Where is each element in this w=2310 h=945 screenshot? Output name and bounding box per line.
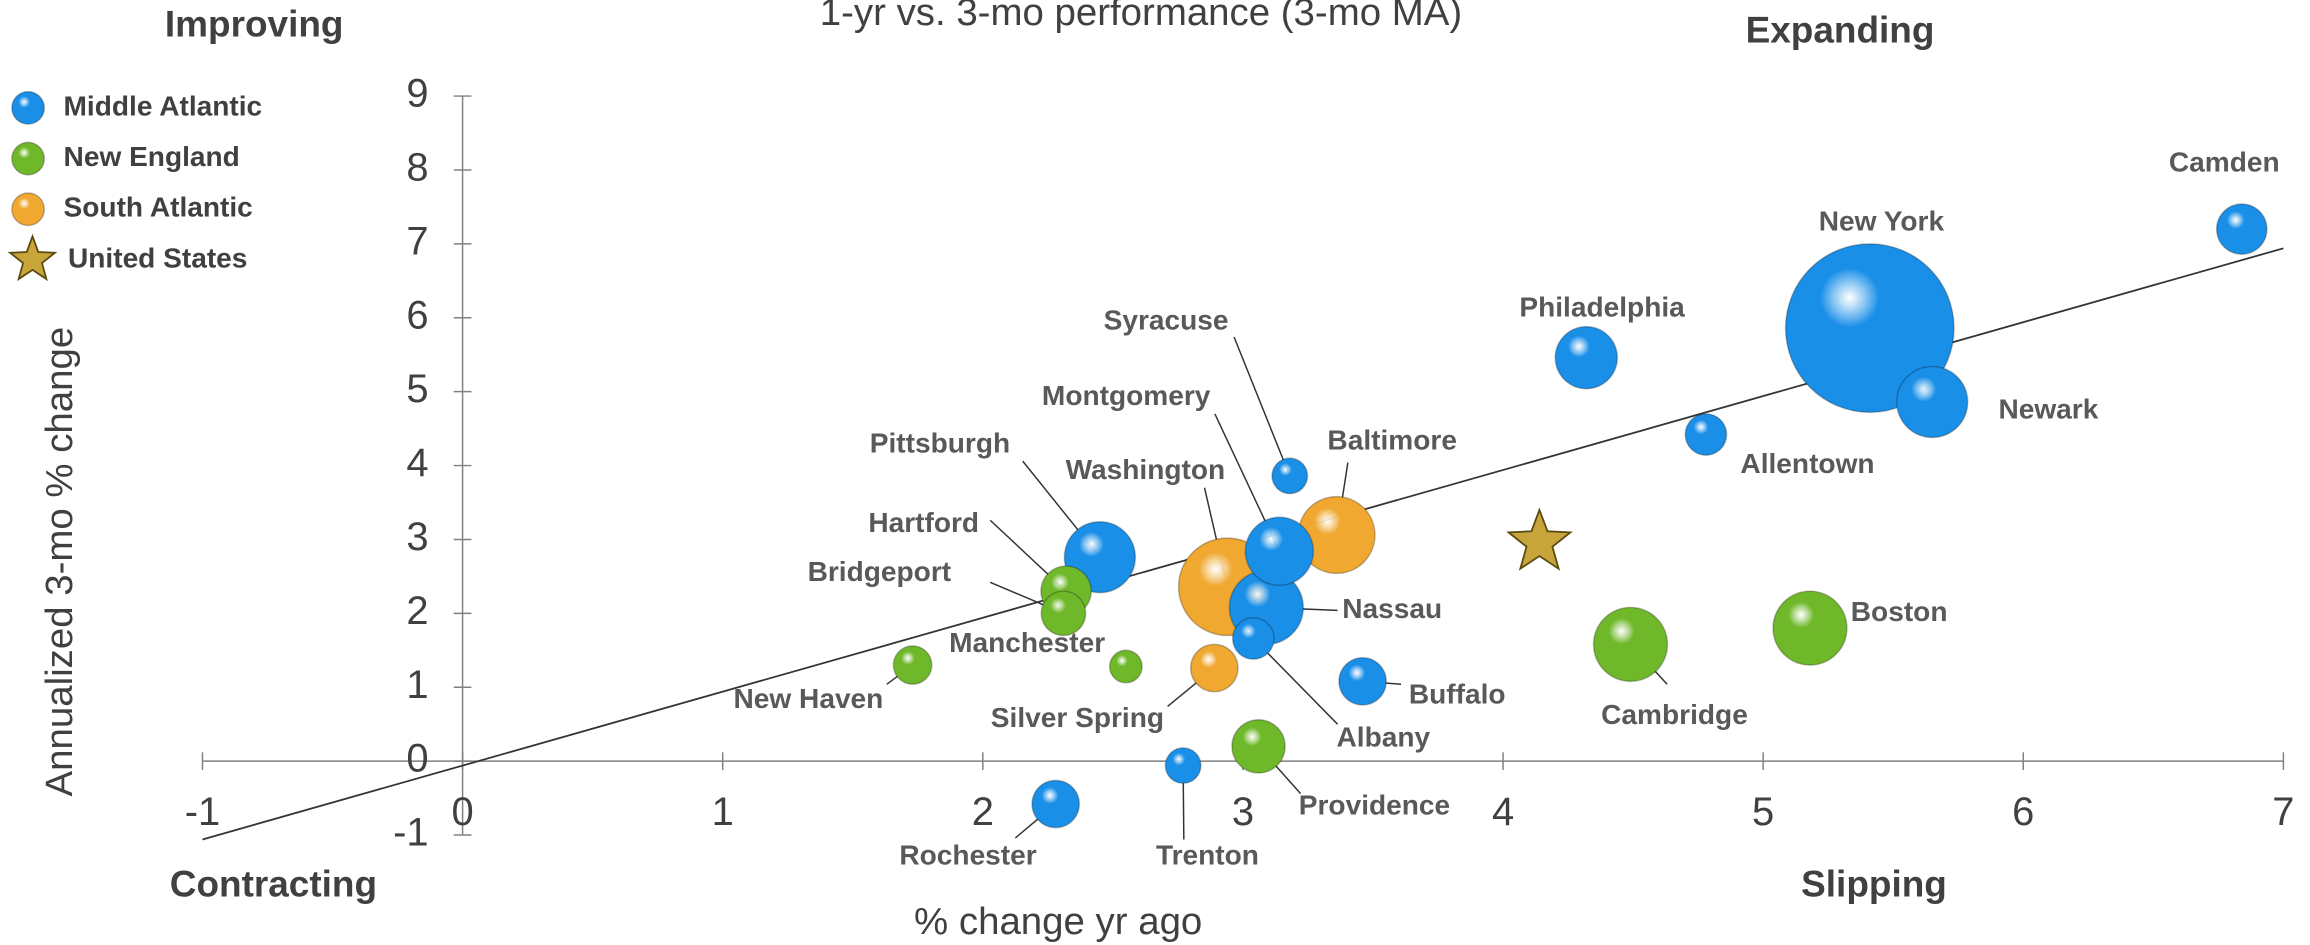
legend-label: South Atlantic bbox=[64, 192, 253, 223]
point-label: Nassau bbox=[1342, 593, 1442, 624]
bubble bbox=[1244, 516, 1315, 587]
point-label: Philadelphia bbox=[1519, 291, 1685, 322]
x-tick-label: 3 bbox=[1232, 790, 1254, 834]
bubble bbox=[892, 645, 933, 686]
leader-line bbox=[1233, 336, 1291, 477]
y-tick-label: 7 bbox=[406, 219, 428, 263]
star-marker bbox=[1506, 507, 1573, 571]
point-label: Buffalo bbox=[1409, 679, 1506, 710]
point-label: Washington bbox=[1066, 454, 1226, 485]
y-tick-label: 4 bbox=[406, 441, 428, 485]
point-label: Hartford bbox=[868, 507, 979, 538]
legend-label: New England bbox=[64, 141, 240, 172]
quadrant-label: Contracting bbox=[170, 864, 377, 905]
x-tick-label: 6 bbox=[2012, 790, 2034, 834]
x-tick-label: -1 bbox=[185, 790, 220, 834]
bubble bbox=[1031, 779, 1081, 829]
legend-marker bbox=[11, 90, 46, 125]
y-tick-label: 6 bbox=[406, 293, 428, 337]
y-tick-label: 2 bbox=[406, 589, 428, 633]
x-tick-label: 2 bbox=[972, 790, 994, 834]
legend-marker bbox=[11, 141, 46, 176]
quadrant-label: Improving bbox=[165, 3, 344, 44]
point-label: Boston bbox=[1851, 596, 1948, 627]
x-tick-label: 5 bbox=[1752, 790, 1774, 834]
bubble bbox=[1554, 325, 1619, 390]
x-tick-label: 1 bbox=[712, 790, 734, 834]
point-label: Syracuse bbox=[1104, 305, 1229, 336]
bubble bbox=[1684, 413, 1728, 456]
point-label: Rochester bbox=[899, 840, 1036, 871]
bubble bbox=[1896, 365, 1969, 439]
point-label: New Haven bbox=[734, 683, 884, 714]
legend-label: United States bbox=[68, 242, 247, 273]
x-axis-label: % change yr ago bbox=[914, 900, 1202, 943]
y-tick-label: 1 bbox=[406, 663, 428, 707]
point-label: Manchester bbox=[949, 627, 1105, 658]
point-label: Trenton bbox=[1156, 840, 1259, 871]
bubble bbox=[1231, 719, 1286, 774]
bubble bbox=[1108, 649, 1143, 684]
y-tick-label: 0 bbox=[406, 737, 428, 781]
point-label: Providence bbox=[1299, 789, 1450, 820]
point-label: Camden bbox=[2169, 146, 2280, 177]
point-label: Montgomery bbox=[1042, 380, 1211, 411]
point-label: New York bbox=[1819, 206, 1945, 237]
y-axis-label: Annualized 3-mo % change bbox=[38, 327, 81, 797]
bubble bbox=[1592, 606, 1669, 683]
legend-label: Middle Atlantic bbox=[64, 90, 263, 121]
point-label: Pittsburgh bbox=[870, 427, 1010, 458]
quadrant-label: Expanding bbox=[1746, 9, 1935, 50]
bubble bbox=[1271, 457, 1309, 495]
bubble bbox=[1164, 747, 1202, 785]
legend-marker bbox=[7, 233, 58, 282]
y-tick-label: 8 bbox=[406, 146, 428, 190]
point-label: Cambridge bbox=[1601, 699, 1748, 730]
chart-title: 1-yr vs. 3-mo performance (3-mo MA) bbox=[820, 0, 1462, 34]
point-label: Baltimore bbox=[1327, 424, 1457, 455]
x-tick-label: 0 bbox=[451, 790, 473, 834]
legend-marker bbox=[11, 192, 46, 227]
x-tick-label: 4 bbox=[1492, 790, 1514, 834]
x-tick-label: 7 bbox=[2272, 790, 2294, 834]
point-label: Newark bbox=[1998, 393, 2098, 424]
bubble bbox=[1040, 590, 1087, 637]
point-label: Allentown bbox=[1740, 448, 1874, 479]
y-tick-label: 9 bbox=[406, 72, 428, 116]
point-label: Bridgeport bbox=[808, 556, 952, 587]
bubble bbox=[1338, 656, 1387, 706]
y-tick-label: 3 bbox=[406, 515, 428, 559]
bubble bbox=[1784, 243, 1955, 414]
bubble bbox=[1189, 643, 1239, 693]
point-label: Silver Spring bbox=[991, 702, 1164, 733]
bubble bbox=[2215, 203, 2268, 255]
quadrant-label: Slipping bbox=[1801, 864, 1947, 905]
y-tick-label: 5 bbox=[406, 367, 428, 411]
y-tick-label: -1 bbox=[393, 811, 428, 855]
bubble bbox=[1231, 617, 1275, 660]
point-label: Albany bbox=[1337, 721, 1431, 752]
bubble bbox=[1772, 590, 1848, 666]
